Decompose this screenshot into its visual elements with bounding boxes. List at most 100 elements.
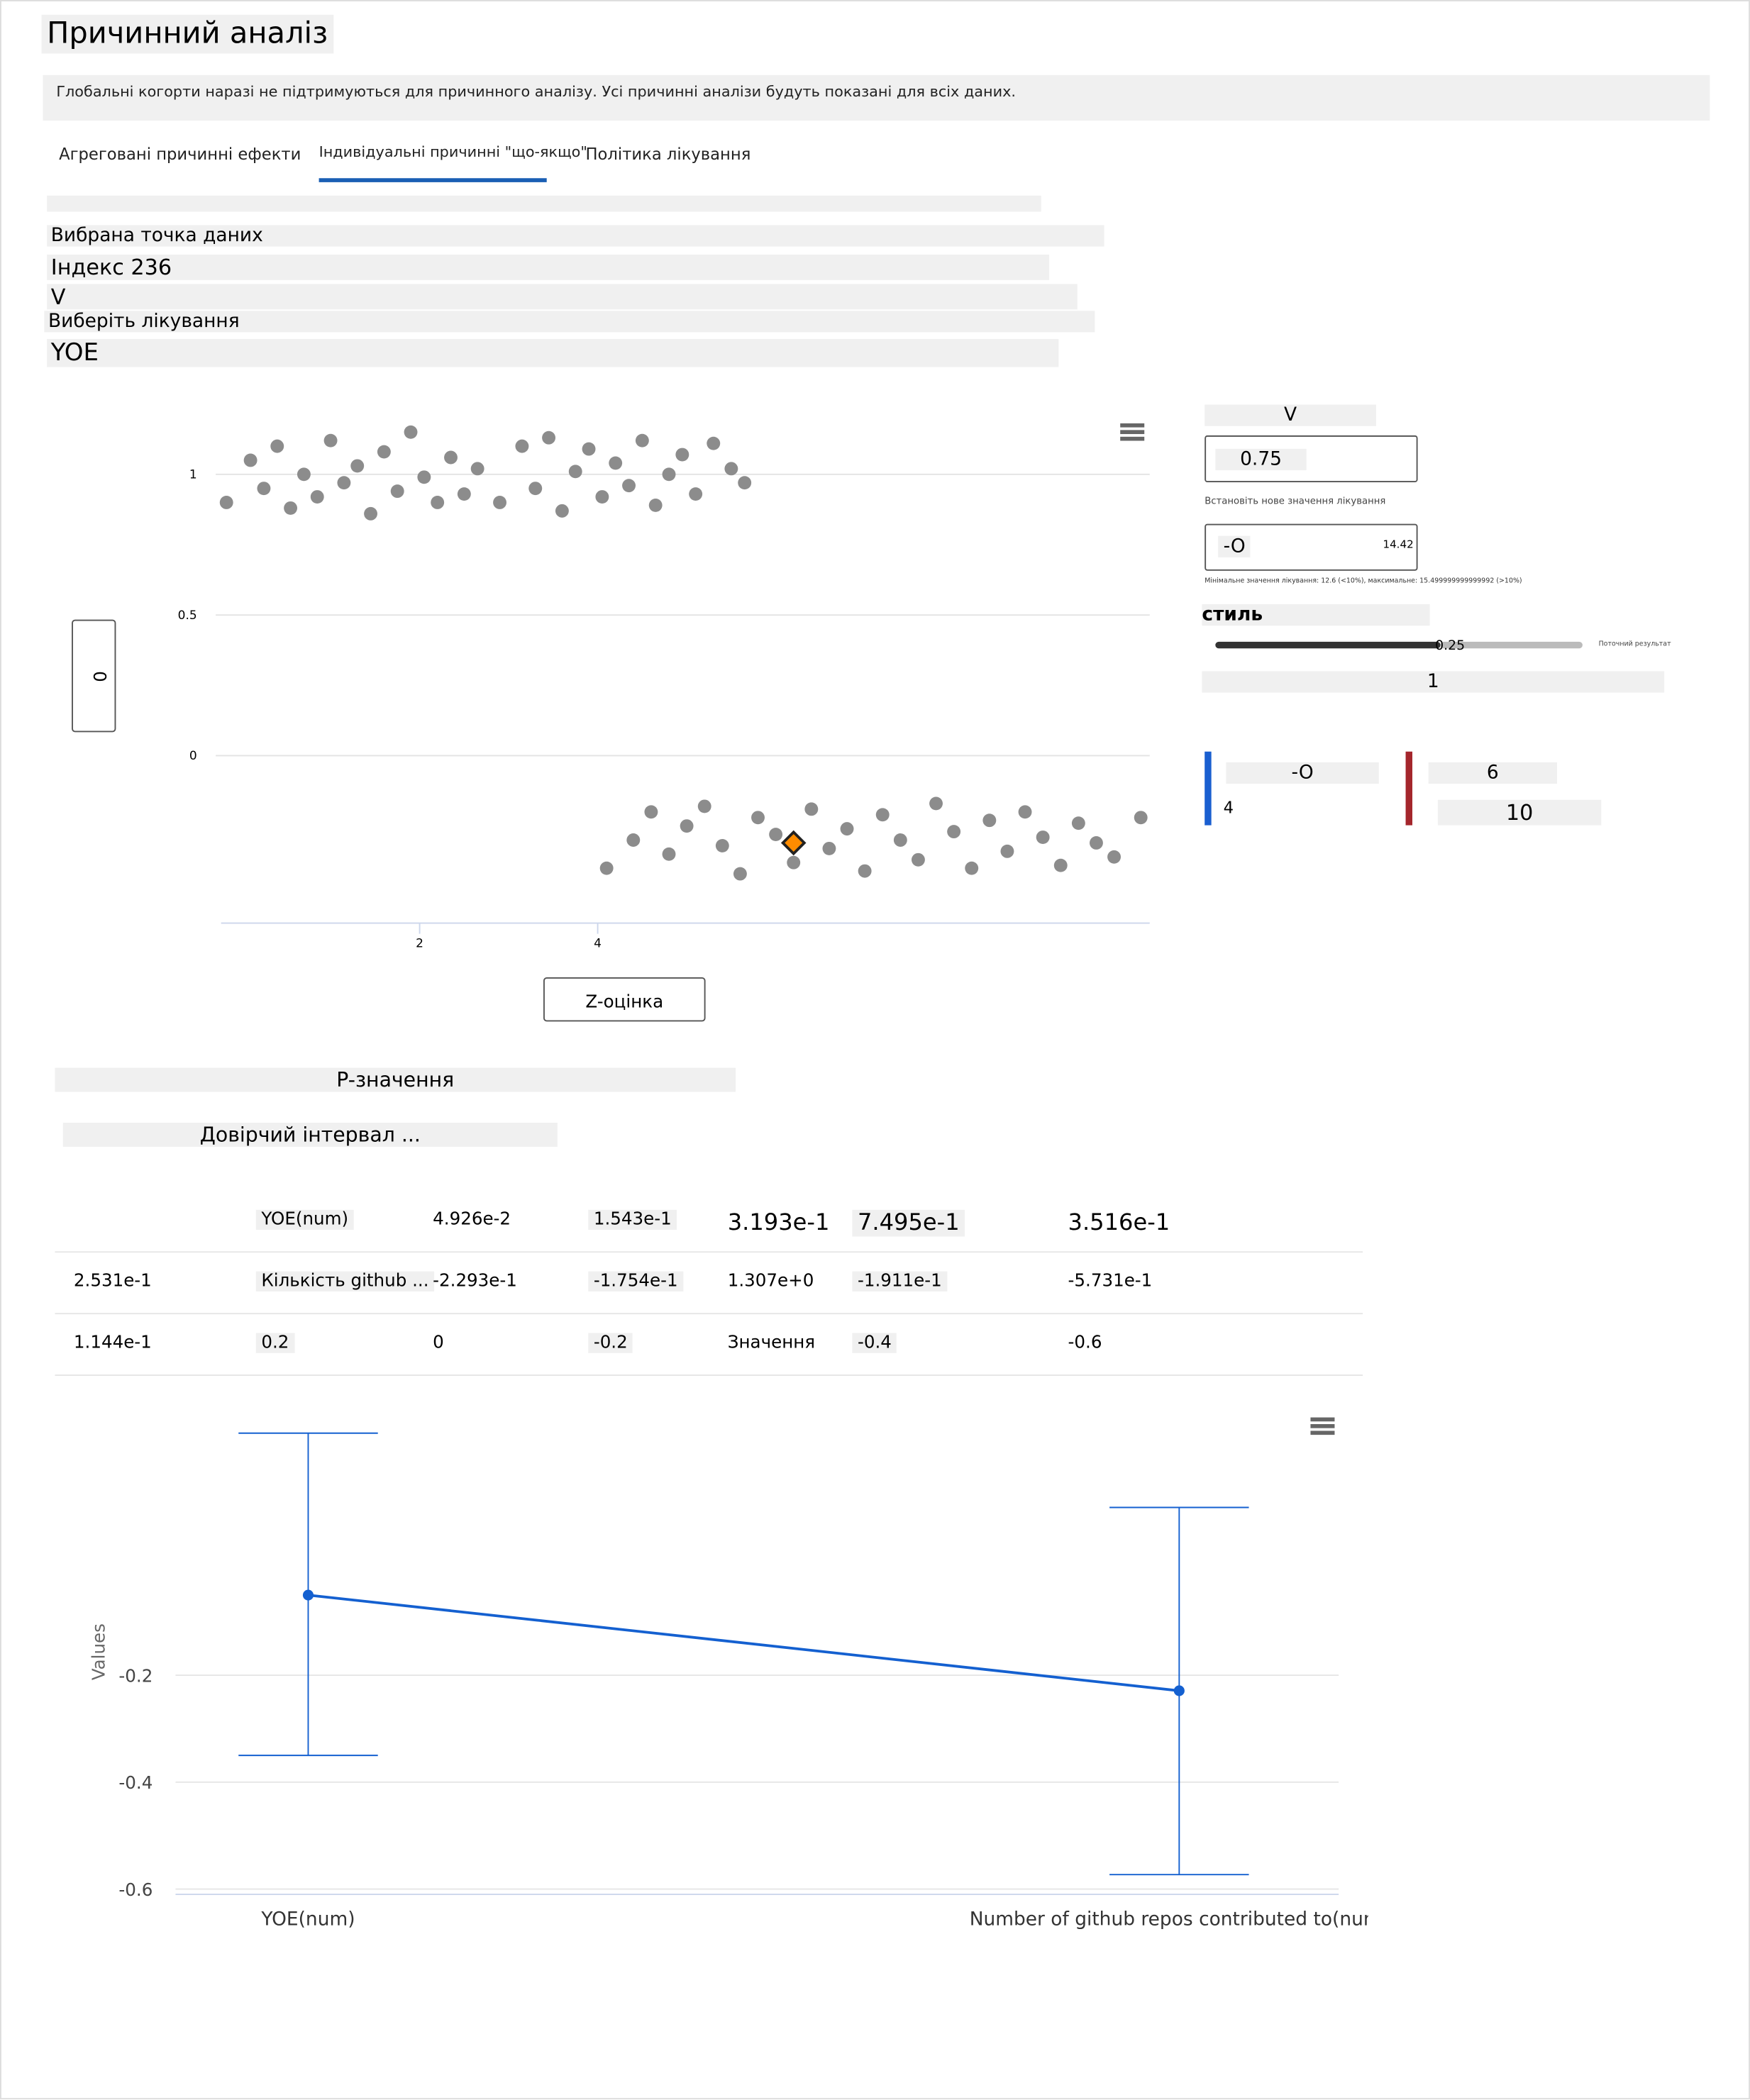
slider-track[interactable] [1440,641,1583,649]
table-cell: 0 [433,1333,444,1353]
table-cell: 3.516e-1 [1068,1209,1170,1237]
point [390,484,404,499]
wi-feature: V [1204,404,1377,426]
selected-point [780,830,807,856]
point [515,439,529,453]
point [947,825,961,839]
table-cell: Значення [727,1333,816,1353]
table-row: YOE(num) 4.926e-2 1.543e-1 3.193e-1 7.495e-1… [55,1191,1363,1253]
wi-new-out: 6 [1428,762,1558,784]
point [1018,805,1032,819]
tab[interactable]: Агреговані причинні ефекти [59,145,301,164]
point [822,841,836,855]
point [769,828,783,842]
point [858,864,872,878]
point [470,462,484,476]
point [787,855,801,870]
table-cell: 4.926e-2 [433,1209,511,1230]
point [297,467,311,482]
slider-note: Поточний результат [1598,640,1671,649]
wi-new-value[interactable]: -O [1218,535,1251,557]
selected-index: Індекс 236 [47,254,1050,280]
tab-underline [319,178,547,182]
table-cell: -0.2 [588,1333,633,1353]
line [308,1594,1180,1692]
table-cell: -0.6 [1068,1333,1102,1353]
wi-outcome: 1 [1202,671,1665,693]
point [542,430,556,445]
wi-current-out: -O [1226,762,1379,784]
x-tick-label: YOE(num) [260,1908,355,1930]
table-cell: 1.144e-1 [73,1333,152,1353]
point [875,808,890,822]
point [662,847,676,861]
page-title: Причинний аналіз [41,14,333,54]
table-cell: 1.307e+0 [727,1271,814,1291]
x-axis-button [543,977,706,1022]
point [417,470,431,484]
point [257,482,271,496]
point [675,448,690,462]
point [1053,858,1068,872]
point [457,487,471,501]
point [1090,836,1103,850]
table-cell: -1.911e-1 [852,1271,948,1291]
point [568,465,582,479]
point [364,506,377,521]
point [626,833,641,847]
point [715,838,729,852]
table-cell: 2.531e-1 [73,1271,152,1291]
point [609,456,623,470]
point [270,439,284,453]
point [1071,816,1085,830]
point [323,433,338,448]
point [404,425,418,439]
point [724,462,738,476]
point [738,476,752,490]
point [622,479,636,493]
point [965,861,979,875]
point [350,459,365,473]
point [929,796,943,811]
y-tick-label: -0.2 [118,1666,153,1687]
point [697,799,711,813]
y-axis-title: 0 [89,671,110,682]
menu-icon [1310,1424,1335,1428]
y-tick-label: -0.4 [118,1772,153,1793]
slider-fill[interactable] [1215,641,1441,649]
y-tick-label: 0.5 [178,609,197,623]
point [804,802,819,816]
treatment-label: Виберіть лікування [44,311,1095,333]
wi-max: 14.42 [1383,538,1414,551]
point [635,433,649,448]
x-axis-title: Z-оцінка [585,991,663,1012]
table-cell: -1.754e-1 [588,1271,684,1291]
menu-icon [1120,430,1145,435]
menu-icon [1310,1417,1335,1422]
point [707,436,721,450]
point [377,445,391,459]
point [1000,844,1014,858]
slider-value: 0.25 [1435,639,1466,654]
wi-current: 0.75 [1215,448,1307,471]
x-tick-label: Number of github repos contributed to(nu… [970,1908,1368,1930]
selected-label: Вибрана точка даних [47,225,1104,247]
point [1107,850,1122,864]
point [911,852,925,867]
table-row: 2.531e-1 Кількість github ... -2.293e-1 -1.… [55,1252,1363,1315]
table-cell: 7.495e-1 [852,1209,965,1237]
tab-active[interactable]: Індивідуальні причинні "що-якщо" [319,143,587,161]
table-cell: -0.4 [852,1333,897,1353]
point [662,467,676,482]
point [599,861,614,875]
point [302,1589,314,1601]
point [337,476,351,490]
y-axis-button [72,619,116,733]
y-tick-label: -0.6 [118,1879,153,1900]
point [528,482,543,496]
tab[interactable]: Політика лікування [585,145,751,164]
notice: Глобальні когорти наразі не підтримуютьс… [43,74,1710,121]
point [582,442,596,456]
treatment[interactable]: YOE [47,338,1059,367]
point [689,487,703,501]
